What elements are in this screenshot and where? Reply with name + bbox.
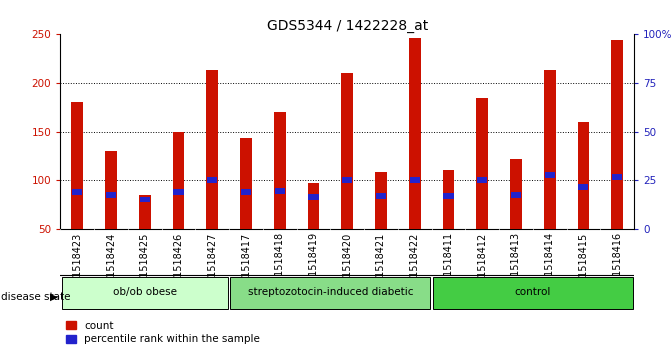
Bar — [375, 172, 387, 229]
Text: GSM1518426: GSM1518426 — [174, 232, 183, 298]
Text: GSM1518412: GSM1518412 — [477, 232, 487, 298]
Text: GSM1518419: GSM1518419 — [309, 232, 319, 297]
Bar — [376, 193, 386, 199]
Text: control: control — [515, 287, 551, 297]
Bar — [274, 188, 285, 194]
Bar — [172, 132, 185, 229]
Text: GSM1518415: GSM1518415 — [578, 232, 588, 298]
FancyBboxPatch shape — [433, 277, 633, 309]
Text: GSM1518413: GSM1518413 — [511, 232, 521, 297]
Bar — [174, 189, 184, 195]
Bar — [545, 172, 555, 178]
Bar — [207, 177, 217, 183]
Bar — [139, 195, 151, 229]
Bar — [477, 177, 487, 183]
Text: streptozotocin-induced diabetic: streptozotocin-induced diabetic — [248, 287, 413, 297]
Bar — [106, 192, 116, 197]
Bar — [71, 102, 83, 229]
Bar — [140, 197, 150, 203]
Text: GSM1518427: GSM1518427 — [207, 232, 217, 298]
Bar — [207, 70, 218, 229]
Bar — [240, 138, 252, 229]
Text: GSM1518422: GSM1518422 — [410, 232, 420, 298]
Text: GSM1518416: GSM1518416 — [612, 232, 622, 297]
Bar — [511, 192, 521, 197]
Bar — [307, 183, 319, 229]
Text: GSM1518414: GSM1518414 — [545, 232, 555, 297]
Bar — [342, 177, 352, 183]
Text: GSM1518421: GSM1518421 — [376, 232, 386, 298]
Bar — [444, 193, 454, 199]
Bar — [309, 194, 319, 200]
Bar — [409, 38, 421, 229]
Text: GSM1518423: GSM1518423 — [72, 232, 83, 298]
Bar — [544, 70, 556, 229]
Text: GSM1518420: GSM1518420 — [342, 232, 352, 298]
Text: ▶: ▶ — [50, 291, 58, 302]
Text: disease state: disease state — [1, 291, 71, 302]
Bar — [611, 40, 623, 229]
FancyBboxPatch shape — [62, 277, 227, 309]
Bar — [578, 122, 589, 229]
Bar — [342, 73, 353, 229]
FancyBboxPatch shape — [230, 277, 430, 309]
Text: ob/ob obese: ob/ob obese — [113, 287, 176, 297]
Bar — [476, 98, 488, 229]
Text: GSM1518417: GSM1518417 — [241, 232, 251, 298]
Bar — [410, 177, 420, 183]
Bar — [612, 174, 622, 180]
Text: GSM1518424: GSM1518424 — [106, 232, 116, 298]
Text: GSM1518425: GSM1518425 — [140, 232, 150, 298]
Bar — [241, 189, 251, 195]
Text: GSM1518418: GSM1518418 — [274, 232, 285, 297]
Bar — [443, 170, 454, 229]
Bar — [274, 112, 286, 229]
Bar — [578, 184, 588, 190]
Bar — [72, 189, 83, 195]
Bar — [510, 159, 522, 229]
Legend: count, percentile rank within the sample: count, percentile rank within the sample — [66, 321, 260, 344]
Text: GSM1518411: GSM1518411 — [444, 232, 454, 297]
Bar — [105, 151, 117, 229]
Title: GDS5344 / 1422228_at: GDS5344 / 1422228_at — [266, 20, 428, 33]
